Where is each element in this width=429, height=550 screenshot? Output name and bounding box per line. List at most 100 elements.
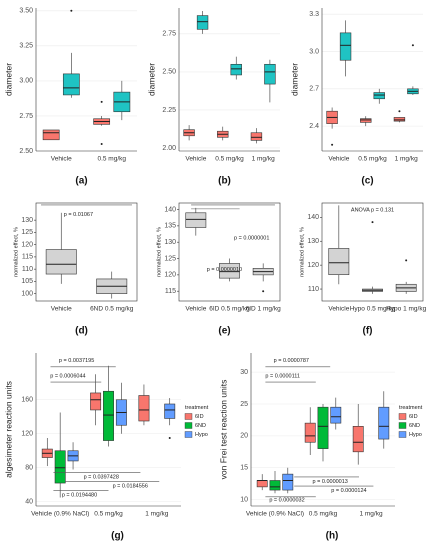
legend-label: 6ID [409,414,418,420]
legend-title: treatment [399,405,423,411]
x-tick-label: 0.5 mg/kg [358,156,387,163]
legend-swatch [184,431,193,438]
box [360,118,372,123]
box [45,249,77,275]
panel-label: (h) [326,531,339,542]
x-tick-label: Hypo 0.5 mg/kg [350,306,396,313]
y-tick-label: 80 [25,465,33,472]
outlier [100,142,103,145]
y-tick-label: 2.75 [162,31,176,38]
box [185,212,207,228]
y-tick-label: 3.0 [309,48,319,55]
box [62,73,80,96]
box [164,403,176,419]
p-value: ANOVA p = 0.131 [351,207,394,213]
box [42,129,60,141]
x-tick-label: Vehicle [51,156,72,163]
y-tick-label: 115 [165,288,176,295]
y-tick-label: 140 [307,214,319,221]
outlier [100,100,103,103]
box [256,480,268,488]
p-value: p = 0.0194480 [62,493,97,499]
y-tick-label: 135 [164,223,176,230]
x-tick-label: 1 mg/kg [395,156,419,163]
box [269,480,281,491]
legend-label: Hypo [195,432,208,438]
y-tick-label: 115 [22,254,33,261]
outlier [168,437,171,439]
y-tick-label: 140 [164,206,176,213]
x-tick-label: Vehicle [51,306,72,313]
plot-background [179,8,280,151]
p-value: p = 0.0000787 [274,358,309,364]
y-tick-label: 105 [21,278,33,285]
y-tick-label: 125 [164,255,176,262]
x-tick-label: Vehicle (0.9% NaCl) [246,511,304,518]
legend-label: Hypo [409,432,422,438]
p-value: p = 0.0000111 [265,373,300,379]
y-tick-label: 20 [240,433,248,440]
x-tick-label: 0.5 mg/kg [215,156,244,163]
plot-background [322,8,423,151]
p-value: p = 0.0000013 [313,479,348,485]
box [317,406,329,449]
x-tick-label: Vehicle [185,306,206,313]
panel-label: (c) [361,176,373,187]
outlier [411,44,414,47]
y-tick-label: 120 [21,431,33,438]
box [339,32,352,61]
outlier [371,221,374,224]
p-value: p = 0.0397428 [84,474,119,480]
p-value: p = 0.0037195 [59,358,94,364]
p-value: p = 0.0184556 [113,484,148,490]
legend-swatch [184,422,193,429]
box [373,92,385,100]
y-tick-label: 2.00 [162,145,176,152]
panel-label: (d) [75,326,88,337]
y-tick-label: 120 [21,241,33,248]
box [393,117,406,122]
y-tick-label: 25 [240,401,248,408]
y-axis-label: diameter [3,63,13,96]
x-tick-label: 6ID 1 mg/kg [246,306,281,313]
legend-swatch [398,413,407,420]
box [352,426,364,453]
plot-border [178,202,281,302]
y-tick-label: 2.75 [19,113,33,120]
box [330,406,342,424]
panel-label: (a) [75,176,87,187]
p-value: p = 0.0000124 [331,488,366,494]
box [219,263,240,279]
legend-label: 6ID [195,414,204,420]
x-tick-label: Hypo 1 mg/kg [386,306,426,313]
y-tick-label: 130 [164,239,176,246]
y-tick-label: 110 [308,286,319,293]
y-axis-label: normalized effect, % [156,227,162,277]
panel-label: (f) [363,326,373,337]
x-tick-label: Vehicle [328,156,349,163]
y-tick-label: 130 [21,217,33,224]
y-axis-label: von Frei test reaction units [218,380,228,480]
outlier [262,290,265,293]
panel-label: (b) [218,176,231,187]
box [138,395,150,422]
y-axis-label: diameter [146,63,156,96]
y-tick-label: 3.00 [19,78,33,85]
panel-label: (g) [111,531,124,542]
box [230,63,242,76]
legend-label: 6ND [409,423,420,429]
p-value: p = 0.0000001 [234,236,269,242]
x-tick-label: 0.5 mg/kg [309,511,338,518]
x-tick-label: 6ID 0.5 mg/kg [209,306,250,313]
x-tick-label: 6ND 0.5 mg/kg [90,306,134,313]
y-tick-label: 3.25 [19,43,33,50]
plot-background [36,8,137,151]
x-tick-label: 1 mg/kg [359,511,383,518]
y-tick-label: 125 [21,229,33,236]
y-tick-label: 2.50 [19,148,33,155]
y-tick-label: 2.7 [309,86,319,93]
y-tick-label: 110 [22,266,33,273]
legend-swatch [398,431,407,438]
y-tick-label: 2.25 [162,107,176,114]
box [90,392,102,411]
